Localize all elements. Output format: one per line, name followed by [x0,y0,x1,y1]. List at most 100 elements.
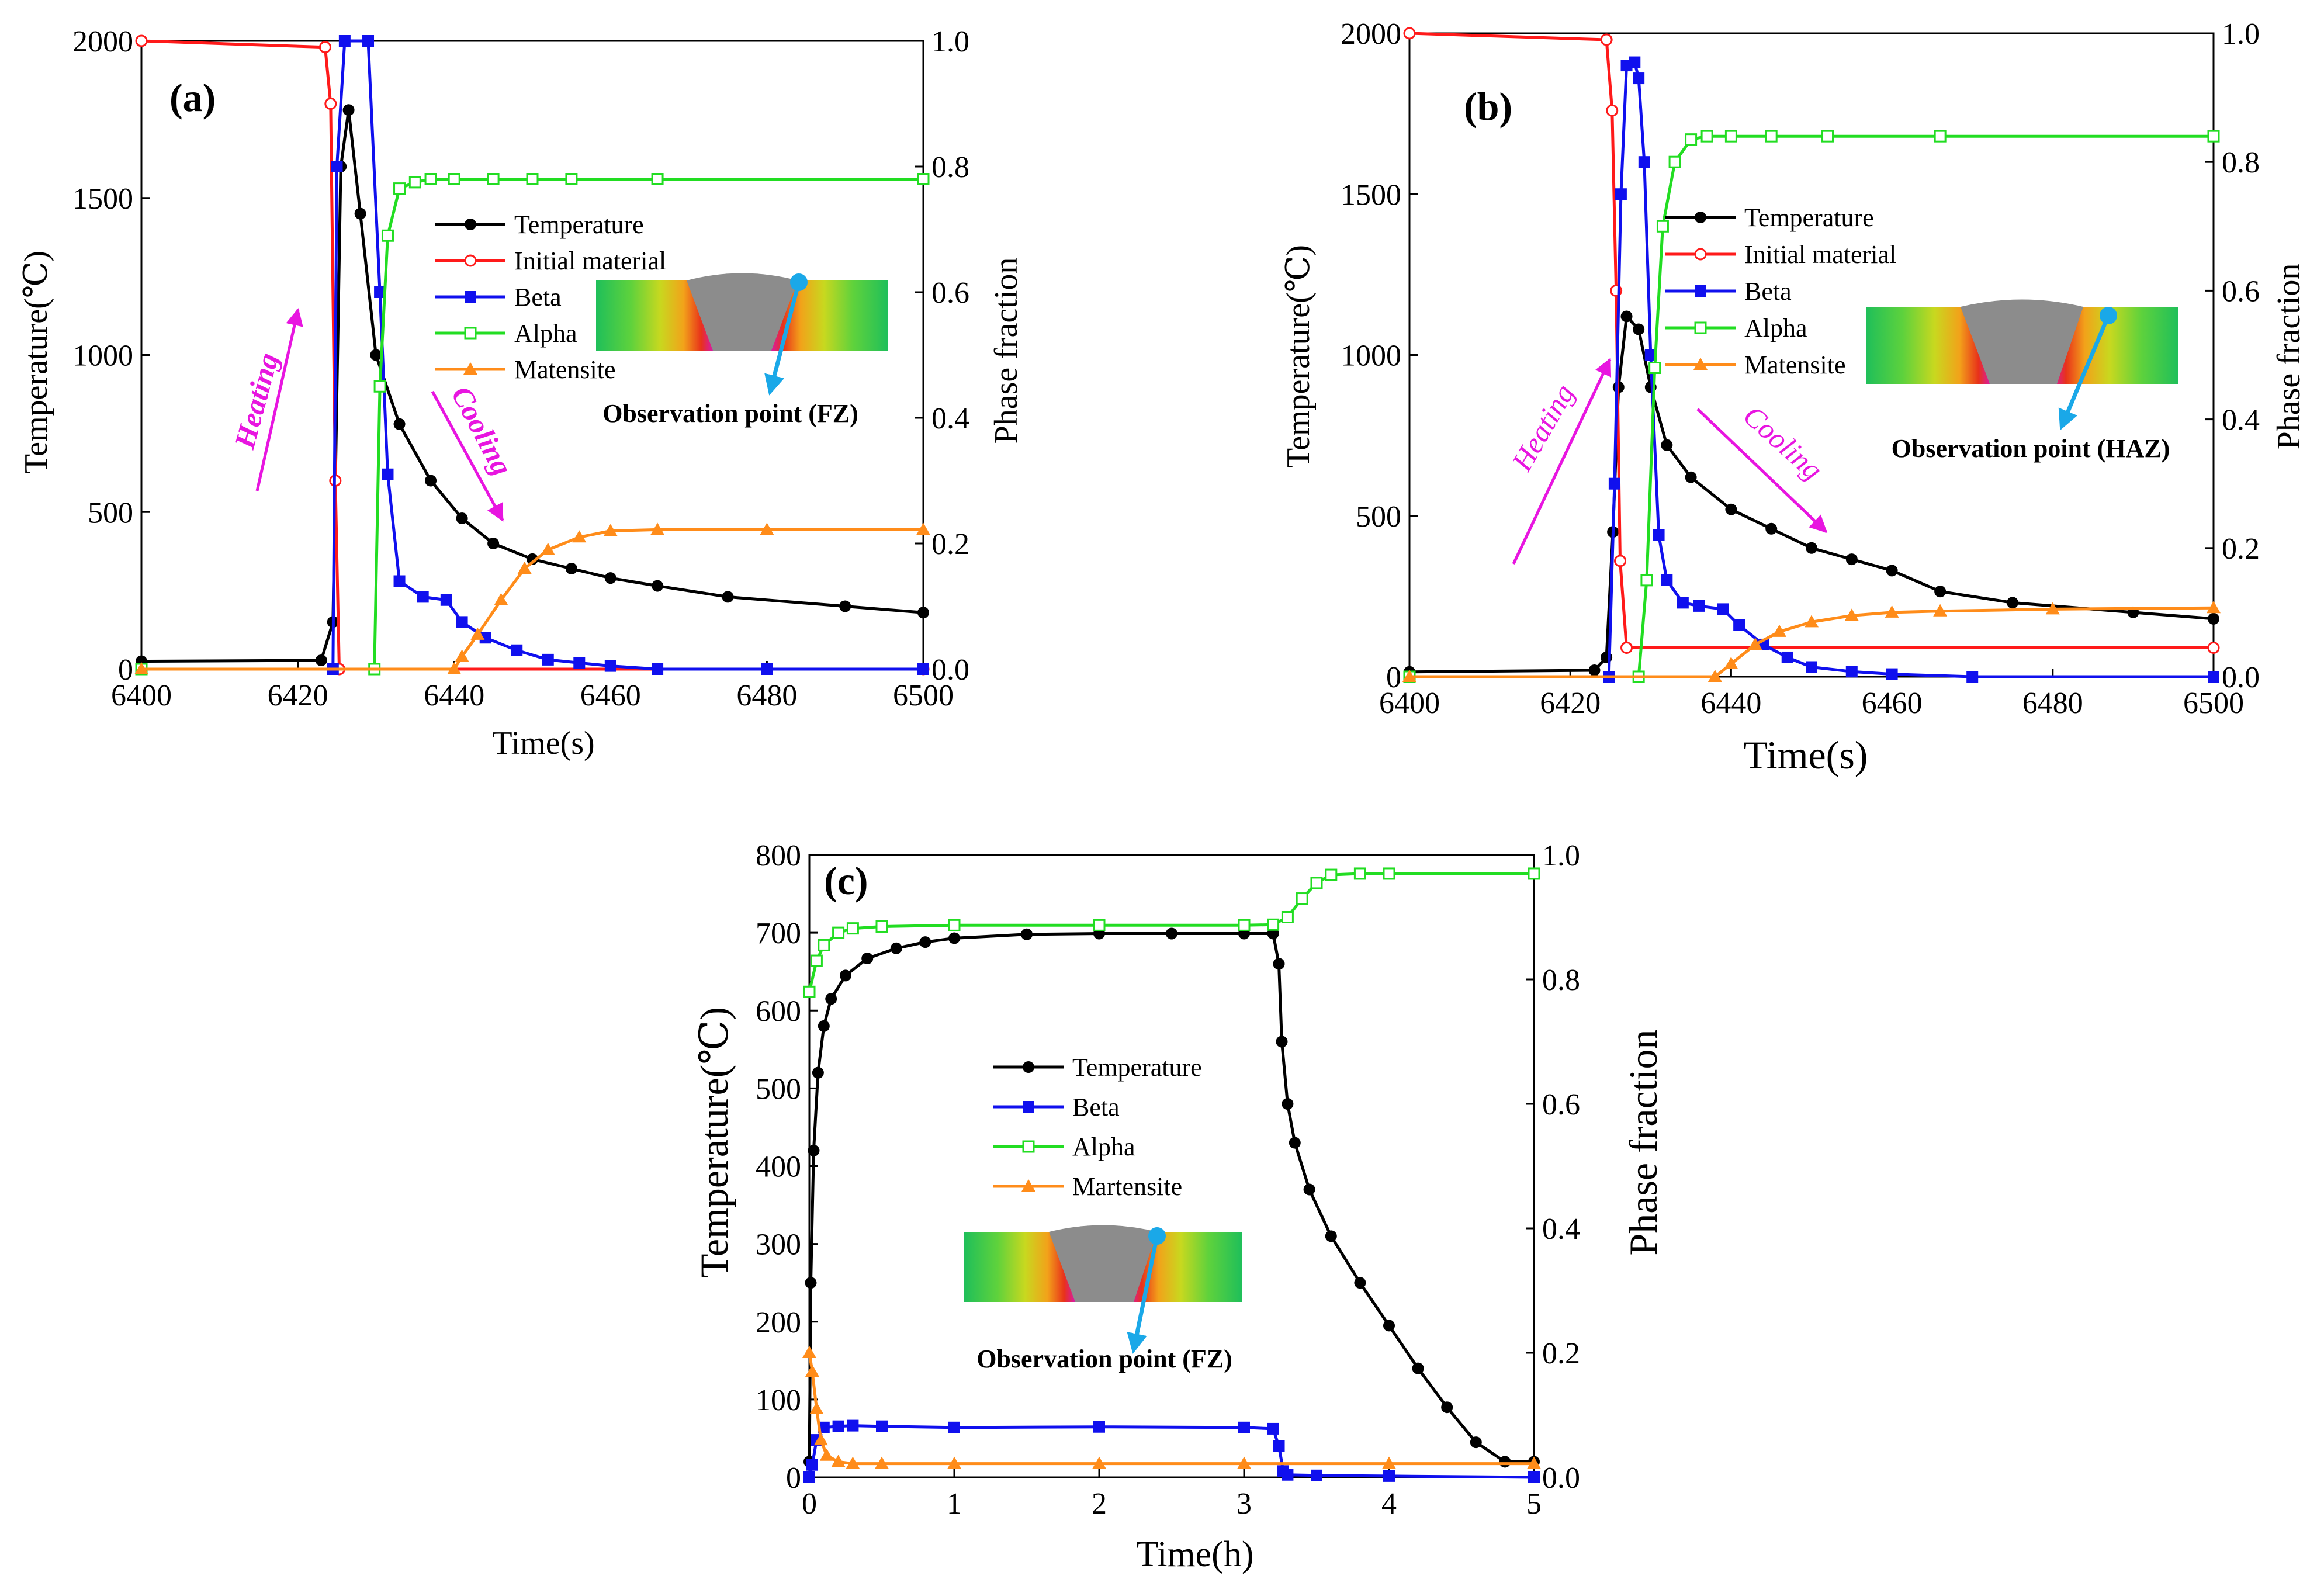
panel-c-x-tick-label: 4 [1381,1487,1397,1521]
panel-b-weld-inset: Observation point (HAZ) [1866,299,2178,463]
panel-a-point-alpha [373,380,386,393]
panel-b-x-tick-label: 6440 [1700,687,1761,720]
panel-b-point-beta [1644,349,1657,361]
panel-c-point-alpha [818,939,830,951]
panel-c-legend: Temperature Beta Alpha Martensite [993,1053,1202,1201]
panel-a-legend-item-beta: Beta [435,283,562,311]
panel-b-point-alpha [1648,362,1661,375]
panel-c-y2-tick-label: 0.8 [1542,964,1580,997]
panel-a-x-tick-label: 6460 [580,679,641,712]
panel-a-legend-label: Initial material [514,247,666,275]
panel-c-plot-area: 0 1 2 3 4 5 0 100 200 300 400 500 600 700 800 0.0 0.2 0.4… [756,839,1580,1521]
panel-a-point-temperature [565,563,577,574]
panel-a-point-initial-material [135,34,148,47]
panel-c-y-tick-label: 600 [756,995,801,1028]
panel-a-point-alpha [917,173,930,185]
panel-b-legend-item-initial-material: Initial material [1665,240,1896,269]
panel-b-legend-item-alpha: Alpha [1665,314,1807,342]
panel-a-y2-tick-label: 0.8 [931,151,969,184]
panel-c-point-temperature [1289,1137,1301,1149]
panel-b-y2-tick-label: 0.0 [2222,661,2260,694]
panel-a-legend-label: Temperature [514,210,644,239]
panel-c-point-alpha [846,922,859,935]
panel-b-legend-marker [1695,212,1706,223]
panel-c-frame [808,854,1535,1478]
panel-c-legend-item-temperature: Temperature [993,1053,1202,1082]
panel-b-y-tick-label: 2000 [1341,18,1401,51]
panel-b-line-beta [1409,61,2214,678]
panel-a-point-temperature [527,553,538,565]
panel-b-legend-label: Temperature [1744,203,1874,232]
panel-b-point-temperature [1765,522,1778,535]
panel-b-weld-bead [1961,299,2083,384]
panel-c-point-temperature [890,942,902,954]
panel-a-point-alpha [393,182,406,195]
panel-c-series-alpha [803,867,1540,998]
panel-c-legend-marker [1021,1179,1035,1192]
panel-c-point-temperature [808,1144,820,1156]
panel-b-legend-marker [1694,321,1707,334]
panel-b-point-beta [1781,651,1793,663]
panel-c-point-alpha [1238,919,1251,931]
panel-b-point-alpha [1700,130,1713,143]
panel-a-point-beta [331,161,343,172]
panel-c-point-temperature [818,1020,830,1032]
panel-c-point-temperature [1273,958,1285,970]
panel-c-y-tick-label: 200 [756,1306,801,1339]
panel-a-line-temperature [141,108,924,663]
panel-c-y-tick-label: 300 [756,1228,801,1262]
panel-b-label: (b) [1464,84,1512,129]
panel-b-ylabel: Temperature(℃) [1280,245,1317,468]
panel-b-point-matensite [1933,604,1948,617]
panel-b-point-matensite [1402,670,1416,682]
panel-a-y2label: Phase fraction [988,258,1024,444]
panel-a-point-temperature [354,207,366,220]
panel-b-observation-arrow [2058,314,2111,431]
panel-b-point-beta [2208,671,2219,683]
panel-c-point-temperature [1470,1436,1482,1449]
panel-b-point-matensite [1805,615,1819,628]
panel-a-point-matensite [760,522,774,535]
panel-a-series-temperature [136,104,929,667]
panel-c-y2-tick-label: 0.2 [1542,1337,1580,1370]
panel-a-point-beta [338,35,351,47]
panel-c-point-alpha [1528,867,1540,880]
panel-c-legend-marker [1022,1140,1035,1153]
panel-c-legend-label: Martensite [1072,1172,1182,1201]
panel-c-point-martensite [813,1433,828,1446]
panel-b-observation-label: Observation point (HAZ) [1892,434,2170,463]
panel-a-legend-label: Matensite [514,355,616,384]
panel-c-point-alpha [1093,919,1106,931]
panel-a-point-matensite [572,530,587,543]
panel-b-point-beta [1806,661,1817,673]
panel-c-point-temperature [812,1066,824,1079]
panel-c-point-martensite [947,1456,961,1469]
panel-b-point-beta [1638,156,1650,168]
panel-c-point-beta [803,1471,815,1483]
panel-b-point-matensite [2045,602,2060,615]
panel-a-point-matensite [134,662,148,674]
panel-c-point-martensite [1237,1456,1251,1469]
panel-c-point-beta [832,1420,844,1432]
panel-b-y-tick-label: 1500 [1341,178,1401,212]
panel-a-point-temperature [315,654,327,666]
panel-c-point-alpha [1267,918,1280,931]
panel-a-legend: Temperature Initial material Beta Alpha Mate… [435,210,666,384]
panel-b-series-matensite [1402,601,2221,682]
panel-b-legend-label: Initial material [1744,240,1896,269]
panel-a-legend-item-initial-material: Initial material [435,247,666,275]
panel-a-point-beta [362,35,375,47]
panel-b: 6400 6420 6440 6460 6480 6500 0 500 1000 1500 2000… [1280,18,2307,777]
panel-b-point-beta [1633,72,1645,85]
panel-b-x-tick-label: 6400 [1379,687,1440,720]
panel-c-legend-item-alpha: Alpha [993,1133,1135,1161]
panel-b-point-beta [1653,529,1665,541]
panel-a-legend-marker [465,219,476,230]
panel-c-point-martensite [809,1401,824,1414]
panel-b-heating-label: Heating [1505,379,1581,477]
panel-a-series-matensite [134,522,930,674]
panel-c-y2label: Phase fraction [1621,1029,1665,1255]
panel-c-point-temperature [1441,1401,1453,1414]
panel-c-weld-bead [1049,1225,1157,1302]
